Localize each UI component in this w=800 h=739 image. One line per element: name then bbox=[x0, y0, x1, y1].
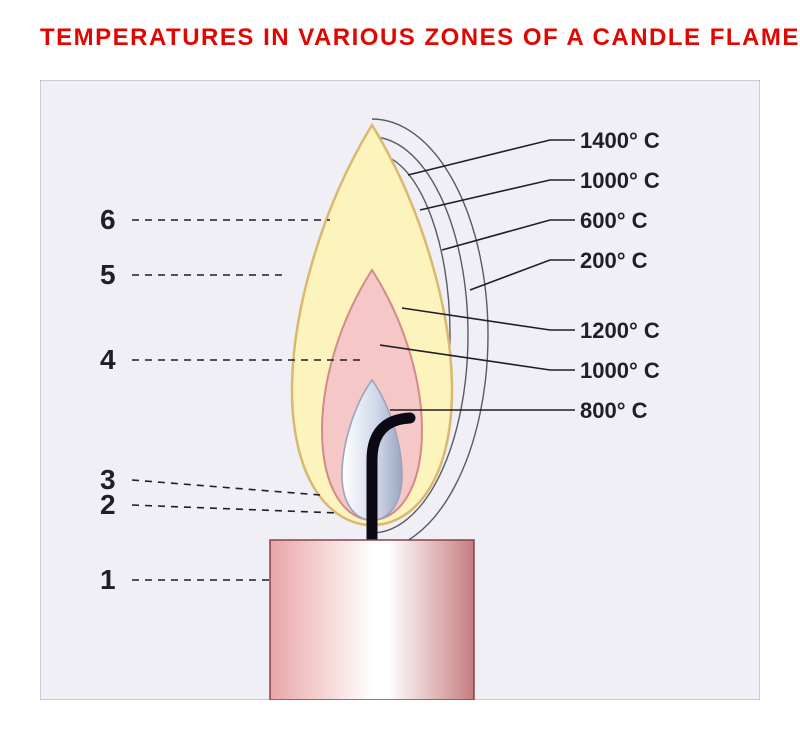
page-title: TEMPERATURES IN VARIOUS ZONES OF A CANDL… bbox=[40, 24, 800, 52]
candle-body bbox=[270, 540, 474, 700]
zone-label-3: 3 bbox=[100, 464, 116, 495]
temperature-label: 800° C bbox=[580, 398, 648, 423]
diagram-panel: 123456 1400° C1000° C600° C200° C1200° C… bbox=[40, 80, 760, 700]
temperature-label: 600° C bbox=[580, 208, 648, 233]
temperature-label: 1000° C bbox=[580, 358, 660, 383]
temperature-label: 1200° C bbox=[580, 318, 660, 343]
candle-flame-diagram: 123456 1400° C1000° C600° C200° C1200° C… bbox=[40, 80, 760, 700]
zone-label-6: 6 bbox=[100, 204, 116, 235]
zone-label-1: 1 bbox=[100, 564, 116, 595]
temperature-label: 1400° C bbox=[580, 128, 660, 153]
zone-label-4: 4 bbox=[100, 344, 116, 375]
temperature-label: 200° C bbox=[580, 248, 648, 273]
temperature-label: 1000° C bbox=[580, 168, 660, 193]
zone-label-5: 5 bbox=[100, 259, 116, 290]
